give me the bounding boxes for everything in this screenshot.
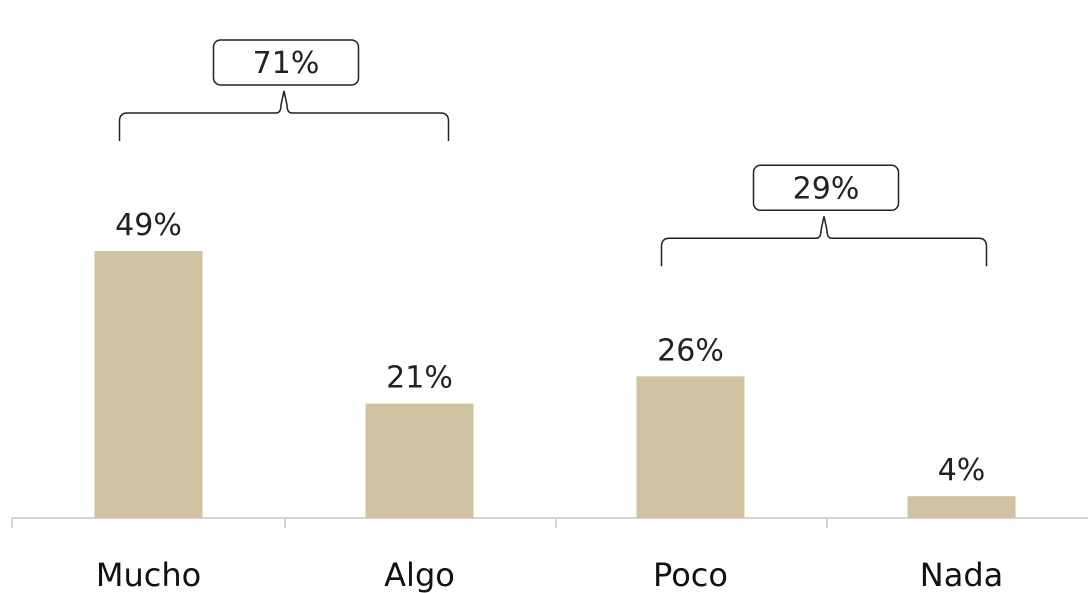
group-total-box (212, 39, 360, 86)
bar-algo (365, 403, 474, 518)
group-brackets: 71% 29% (118, 39, 988, 267)
bar-mucho (94, 250, 203, 518)
category-labels: Mucho Algo Poco Nada (96, 556, 1003, 593)
category-label-poco: Poco (653, 556, 728, 593)
value-labels: 49% 21% 26% 4% (115, 208, 985, 488)
category-label-nada: Nada (920, 556, 1003, 593)
value-label-nada: 4% (938, 453, 986, 488)
bars (94, 250, 1016, 518)
value-label-mucho: 49% (115, 208, 182, 243)
bar-poco (636, 376, 745, 518)
x-axis-ticks (11, 518, 828, 528)
group-bracket (118, 90, 450, 141)
group-total-box (752, 164, 900, 212)
bar-nada (907, 496, 1016, 518)
group-total-label: 29% (793, 171, 860, 206)
group-total-label: 71% (253, 46, 320, 81)
group-bracket (660, 216, 988, 267)
value-label-algo: 21% (386, 361, 453, 396)
category-label-mucho: Mucho (96, 556, 201, 593)
value-label-poco: 26% (657, 333, 724, 368)
category-label-algo: Algo (384, 556, 455, 593)
